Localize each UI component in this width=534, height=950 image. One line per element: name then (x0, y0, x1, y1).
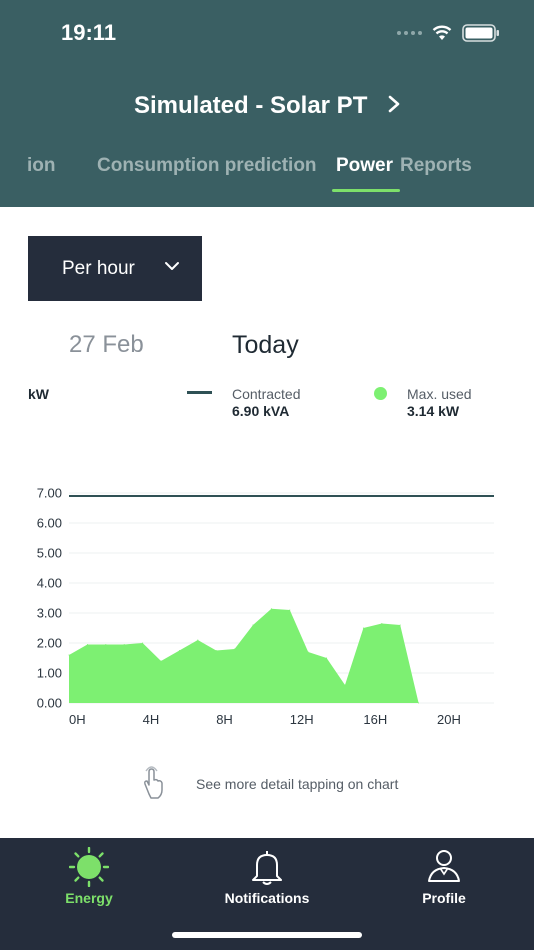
x-tick-label: 12H (290, 712, 314, 727)
y-tick-label: 4.00 (37, 576, 62, 591)
status-icons (397, 24, 500, 42)
status-time: 19:11 (61, 20, 117, 45)
y-tick-label: 5.00 (37, 546, 62, 561)
y-tick-label: 6.00 (37, 516, 62, 531)
x-tick-label: 4H (143, 712, 160, 727)
chevron-right-icon (388, 95, 400, 113)
data-point (289, 609, 291, 611)
legend-max-label: Max. used (407, 386, 472, 402)
data-point (344, 684, 346, 686)
x-tick-label: 20H (437, 712, 461, 727)
signal-dots-icon (397, 31, 422, 35)
nav-notifications[interactable]: Notifications (197, 848, 337, 906)
data-point (178, 650, 180, 651)
period-dropdown-value: Per hour (62, 257, 135, 279)
data-point (105, 644, 107, 645)
y-tick-label: 3.00 (37, 606, 62, 621)
legend-contracted-label: Contracted (232, 386, 301, 402)
tab-power[interactable]: Power (336, 155, 394, 176)
chart-hint: See more detail tapping on chart (140, 764, 398, 800)
site-title-text: Simulated - Solar PT (133, 92, 368, 119)
legend-max-value: 3.14 kW (407, 403, 460, 419)
date-current[interactable]: Today (232, 331, 299, 359)
x-tick-label: 16H (363, 712, 387, 727)
nav-profile[interactable]: Profile (374, 848, 514, 906)
bottom-nav: Energy Notifications Profile (0, 838, 534, 950)
data-point (252, 624, 254, 626)
legend-max-used: Max. used 3.14 kW (407, 386, 472, 420)
data-point (160, 660, 162, 662)
data-point (197, 639, 199, 641)
y-tick-label: 7.00 (37, 486, 62, 501)
data-point (418, 702, 420, 704)
legend-contracted-value: 6.90 kVA (232, 403, 290, 419)
app-header: 19:11 Simulated - Solar PT ion Consumpti… (0, 0, 534, 207)
data-point (307, 651, 309, 653)
site-title[interactable]: Simulated - Solar PT (0, 92, 534, 120)
data-point (215, 650, 217, 651)
data-point (86, 644, 88, 645)
max-used-legend-dot (374, 387, 387, 400)
y-tick-label: 1.00 (37, 666, 62, 681)
nav-energy-label: Energy (65, 890, 113, 906)
consumption-area (69, 608, 419, 703)
data-point (381, 623, 383, 624)
wifi-icon (432, 25, 452, 40)
power-chart[interactable]: 0.00 1.00 2.00 3.00 4.00 5.00 6.00 7.00 0H 4H 8H 12… (0, 470, 534, 740)
data-point (326, 657, 328, 659)
chart-hint-text: See more detail tapping on chart (196, 776, 399, 792)
active-tab-indicator (332, 189, 400, 192)
data-point (399, 624, 401, 626)
battery-icon (462, 24, 499, 42)
sun-icon (69, 847, 109, 887)
period-dropdown[interactable]: Per hour (28, 236, 202, 301)
x-tick-label: 0H (69, 712, 86, 727)
home-indicator[interactable] (172, 932, 362, 938)
nav-energy[interactable]: Energy (19, 847, 159, 906)
data-point (68, 654, 70, 656)
y-tick-label: 2.00 (37, 636, 62, 651)
tab-reports[interactable]: Reports (400, 155, 472, 176)
data-point (234, 648, 236, 650)
data-point (123, 644, 125, 645)
tab-consumption-prediction[interactable]: Consumption prediction (97, 155, 317, 176)
nav-profile-label: Profile (422, 890, 466, 906)
x-tick-label: 8H (216, 712, 233, 727)
unit-label: kW (28, 386, 49, 402)
data-point (142, 642, 144, 644)
date-previous[interactable]: 27 Feb (69, 331, 144, 358)
bell-icon (252, 851, 282, 885)
nav-notifications-label: Notifications (224, 890, 310, 906)
y-tick-label: 0.00 (37, 696, 62, 711)
chevron-down-icon (165, 262, 179, 270)
contracted-legend-line (187, 391, 212, 394)
tap-hand-icon (144, 766, 163, 799)
tab-partial[interactable]: ion (27, 155, 56, 176)
data-point (362, 627, 364, 629)
tab-bar: ion Consumption prediction Power Reports (0, 155, 534, 195)
legend-contracted: Contracted 6.90 kVA (232, 386, 300, 420)
person-icon (428, 850, 460, 882)
data-point (270, 608, 272, 610)
